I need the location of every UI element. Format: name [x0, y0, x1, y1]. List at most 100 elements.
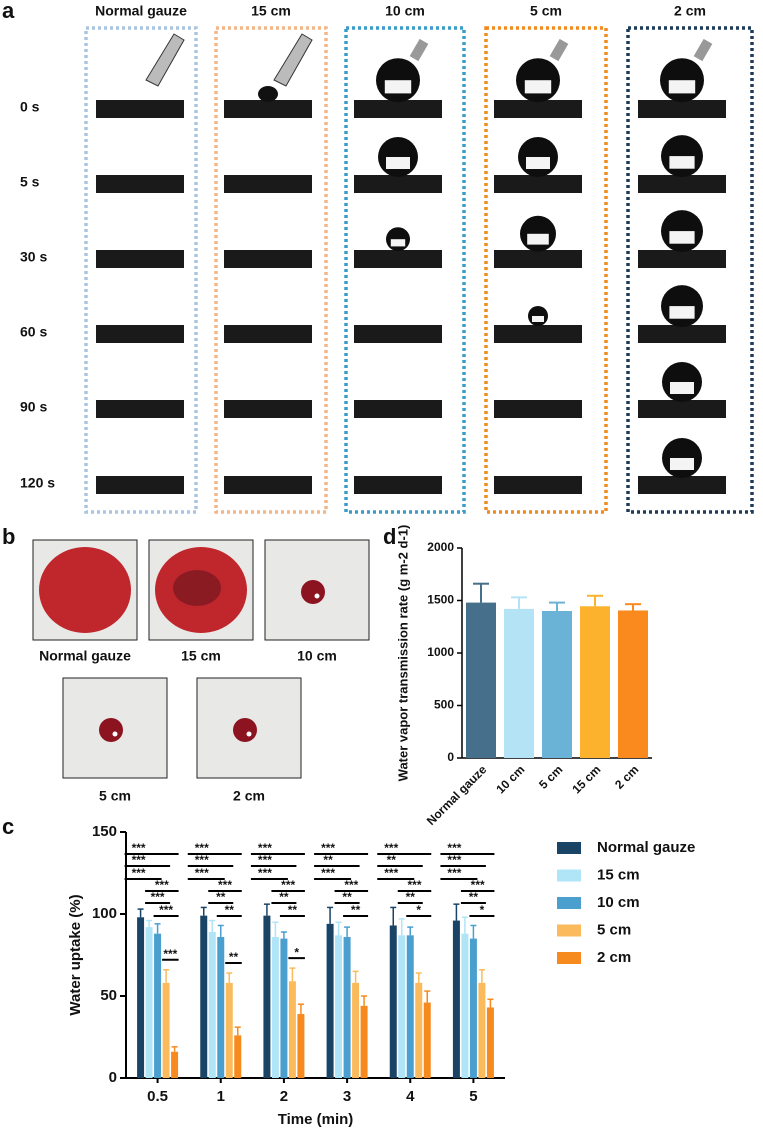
- legend-swatch: [557, 842, 581, 854]
- significance-label: **: [323, 853, 333, 867]
- significance-label: ***: [195, 866, 209, 880]
- contact-image: [354, 476, 442, 494]
- drop-highlight: [246, 731, 252, 737]
- significance-label: *: [294, 945, 299, 959]
- bar: [461, 933, 469, 1078]
- y-tick-label: 1500: [427, 593, 454, 607]
- photo-caption: 15 cm: [181, 648, 221, 664]
- contact-image: [96, 100, 184, 118]
- contact-image: [224, 250, 312, 268]
- needle: [145, 33, 185, 87]
- bar: [297, 1014, 305, 1078]
- significance-label: **: [342, 890, 352, 904]
- contact-image: [638, 100, 726, 118]
- bar: [542, 611, 572, 758]
- blood-drop: [233, 718, 257, 742]
- bar: [145, 927, 153, 1078]
- significance-label: ***: [155, 878, 169, 892]
- column-header: Normal gauze: [95, 3, 187, 19]
- column-header: 5 cm: [530, 3, 562, 19]
- significance-label: ***: [218, 878, 232, 892]
- bar: [280, 938, 288, 1078]
- significance-label: ***: [471, 878, 485, 892]
- contact-image: [96, 400, 184, 418]
- contact-image: [638, 400, 726, 418]
- needle: [549, 38, 569, 62]
- panel-label: c: [2, 814, 14, 839]
- contact-image: [494, 175, 582, 193]
- x-tick-label: 4: [406, 1088, 415, 1105]
- significance-label: ***: [447, 841, 461, 855]
- legend-label: 10 cm: [597, 894, 640, 911]
- x-tick-label: 15 cm: [569, 762, 603, 796]
- frame: [344, 26, 466, 514]
- contact-image: [494, 476, 582, 494]
- row-label: 60 s: [20, 324, 47, 340]
- contact-image: [638, 175, 726, 193]
- bar: [486, 1007, 494, 1078]
- legend-label: 2 cm: [597, 949, 631, 966]
- frame: [214, 26, 328, 514]
- panel-label: b: [2, 524, 15, 549]
- significance-label: ***: [132, 866, 146, 880]
- significance-label: **: [225, 903, 235, 917]
- contact-image: [494, 325, 582, 343]
- significance-label: **: [387, 853, 397, 867]
- bar: [208, 932, 216, 1078]
- bar: [406, 935, 414, 1078]
- contact-image: [354, 400, 442, 418]
- drop-highlight: [112, 731, 118, 737]
- significance-label: ***: [132, 853, 146, 867]
- significance-label: **: [288, 903, 298, 917]
- significance-label: **: [216, 890, 226, 904]
- blood-drop: [99, 718, 123, 742]
- significance-label: ***: [258, 866, 272, 880]
- x-tick-label: 10 cm: [493, 762, 527, 796]
- y-tick-label: 0: [447, 750, 454, 764]
- blood-stain: [39, 547, 131, 633]
- significance-label: ***: [195, 841, 209, 855]
- contact-image: [96, 476, 184, 494]
- significance-label: ***: [132, 841, 146, 855]
- bar: [618, 610, 648, 758]
- significance-label: **: [351, 903, 361, 917]
- bar: [326, 923, 334, 1078]
- photo-caption: 2 cm: [233, 788, 265, 804]
- significance-label: ***: [321, 841, 335, 855]
- blood-stain-core: [173, 570, 221, 606]
- contact-image: [354, 250, 442, 268]
- y-tick-label: 500: [434, 698, 454, 712]
- droplet: [258, 86, 278, 102]
- x-tick-label: 1: [217, 1088, 225, 1105]
- x-tick-label: 3: [343, 1088, 351, 1105]
- significance-label: **: [469, 890, 479, 904]
- bar: [225, 982, 233, 1078]
- row-label: 5 s: [20, 174, 40, 190]
- x-tick-label: 2: [280, 1088, 288, 1105]
- bar: [580, 606, 610, 758]
- bar: [343, 936, 351, 1078]
- droplet-highlight: [524, 80, 552, 94]
- x-tick-label: 5 cm: [536, 762, 565, 791]
- bar: [335, 935, 343, 1078]
- row-label: 30 s: [20, 249, 47, 265]
- droplet-highlight: [390, 239, 406, 247]
- bar: [234, 1035, 242, 1078]
- y-tick-label: 0: [109, 1069, 117, 1086]
- significance-label: ***: [151, 890, 165, 904]
- significance-label: **: [279, 890, 289, 904]
- row-label: 0 s: [20, 99, 40, 115]
- contact-image: [638, 476, 726, 494]
- legend-label: 5 cm: [597, 921, 631, 938]
- significance-label: ***: [258, 841, 272, 855]
- droplet-highlight: [527, 233, 549, 245]
- bar: [398, 935, 406, 1078]
- legend-swatch: [557, 952, 581, 964]
- bar: [352, 982, 360, 1078]
- contact-image: [354, 325, 442, 343]
- bar: [423, 1002, 431, 1078]
- frame: [626, 26, 754, 514]
- legend-swatch: [557, 869, 581, 882]
